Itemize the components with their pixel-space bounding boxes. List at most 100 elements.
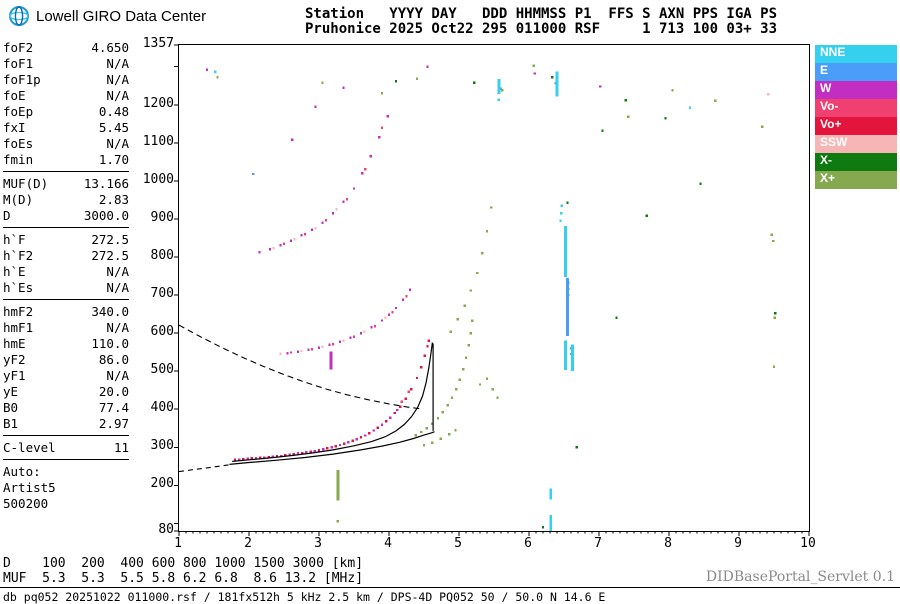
param-value: N/A [106,56,129,71]
param-value: N/A [106,136,129,151]
autoscaling-label: Auto: [3,464,41,479]
param-group-separator [3,435,129,436]
autoscaling-label: 500200 [3,496,49,511]
station-header-values: Pruhonice 2025 Oct22 295 011000 RSF 1 71… [305,21,778,37]
distance-row: D 100 200 400 600 800 1000 1500 3000 [km… [3,556,364,571]
param-row-b1: B1 2.97 [3,416,129,432]
y-tick-label: 1357 [142,36,174,51]
param-value: 2.97 [98,416,129,431]
y-tick-label: 400 [150,400,174,415]
param-row-d: D 3000.0 [3,208,129,224]
y-tick-label: 300 [150,438,174,453]
param-row-hmf2: hmF2 340.0 [3,304,129,320]
param-value: 13.166 [83,176,129,191]
param-label: hmE [3,336,26,351]
legend-item-vo: Vo- [815,99,897,117]
x-tick-label: 3 [314,536,322,551]
param-label: M(D) [3,192,34,207]
param-row-m-d: M(D) 2.83 [3,192,129,208]
param-group-separator [3,459,129,460]
ionogram-plot [174,44,810,536]
param-row-hmf1: hmF1 N/A [3,320,129,336]
legend-item-x: X- [815,153,897,171]
y-axis-labels: 1357 1200 1100 1000 900 800 700 600 500 400 300 200… [138,37,174,537]
param-row-b0: B0 77.4 [3,400,129,416]
param-label: foF1p [3,72,41,87]
param-group-separator [3,227,129,228]
param-value: N/A [106,280,129,295]
param-value: 2.83 [98,192,129,207]
param-label: yE [3,384,19,399]
x-tick-label: 8 [664,536,672,551]
param-row-h-f2: h`F2 272.5 [3,248,129,264]
param-label: hmF2 [3,304,34,319]
legend-item-vo: Vo+ [815,117,897,135]
x-tick-label: 9 [734,536,742,551]
param-value: N/A [106,264,129,279]
param-label: foF1 [3,56,34,71]
footer-separator [0,587,900,588]
legend-item-nne: NNE [815,45,897,63]
param-value: N/A [106,72,129,87]
param-value: 272.5 [91,248,129,263]
x-tick-label: 10 [800,536,816,551]
param-value: 5.45 [98,120,129,135]
param-row-h-f: h`F 272.5 [3,232,129,248]
param-label: foEs [3,136,34,151]
param-value: 4.650 [91,40,129,55]
x-tick-label: 6 [524,536,532,551]
logo: Lowell GIRO Data Center [8,5,206,27]
param-row-c-level: C-level 11 [3,440,129,456]
param-row-fof1: foF1 N/A [3,56,129,72]
param-value: N/A [106,320,129,335]
param-row-ye: yE 20.0 [3,384,129,400]
param-value: 0.48 [98,104,129,119]
param-label: h`F [3,232,26,247]
param-label: foEp [3,104,34,119]
param-value: 77.4 [98,400,129,415]
x-axis-labels: 1 2 3 4 5 6 7 8 9 10 [174,536,816,551]
legend-item-w: W [815,81,897,99]
param-value: 340.0 [91,304,129,319]
param-label: B1 [3,416,19,431]
y-tick-label: 1100 [142,134,174,149]
y-tick-label: 700 [150,286,174,301]
param-label: h`F2 [3,248,34,263]
param-label: hmF1 [3,320,34,335]
y-tick-label: 1000 [142,172,174,187]
param-row-fof2: foF2 4.650 [3,40,129,56]
param-row-h-e: h`E N/A [3,264,129,280]
muf-row: MUF 5.3 5.3 5.5 5.8 6.2 6.8 8.6 13.2 [MH… [3,571,364,586]
param-row-foep: foEp 0.48 [3,104,129,120]
servlet-version: DIDBasePortal_Servlet 0.1 [705,569,895,585]
param-label: foF2 [3,40,34,55]
logo-title: Lowell GIRO Data Center [36,7,207,25]
param-row-fmin: fmin 1.70 [3,152,129,168]
x-tick-label: 7 [594,536,602,551]
param-group-separator [3,171,129,172]
param-label: fxI [3,120,26,135]
legend-item-x: X+ [815,171,897,189]
param-group-separator [3,299,129,300]
param-row-yf2: yF2 86.0 [3,352,129,368]
param-value: 272.5 [91,232,129,247]
param-value: N/A [106,368,129,383]
lowell-globe-icon [9,6,29,26]
y-tick-label: 500 [150,362,174,377]
legend-item-e: E [815,63,897,81]
param-row-foe: foE N/A [3,88,129,104]
x-tick-label: 1 [174,536,182,551]
y-tick-label: 200 [150,476,174,491]
param-label: yF2 [3,352,26,367]
legend-item-ssw: SSW [815,135,897,153]
station-header-labels: Station YYYY DAY DDD HHMMSS P1 FFS S AXN… [305,6,778,22]
parameter-panel: foF2 4.650 foF1 N/A foF1p N/A foE N/A foEp 0.48 fx… [3,40,129,512]
x-tick-label: 4 [384,536,392,551]
y-tick-label: 1200 [142,96,174,111]
param-label: C-level [3,440,56,455]
autoscaling-label: Artist5 [3,480,56,495]
y-tick-label: 600 [150,324,174,339]
x-tick-label: 5 [454,536,462,551]
param-value: 1.70 [98,152,129,167]
param-row-fxi: fxI 5.45 [3,120,129,136]
